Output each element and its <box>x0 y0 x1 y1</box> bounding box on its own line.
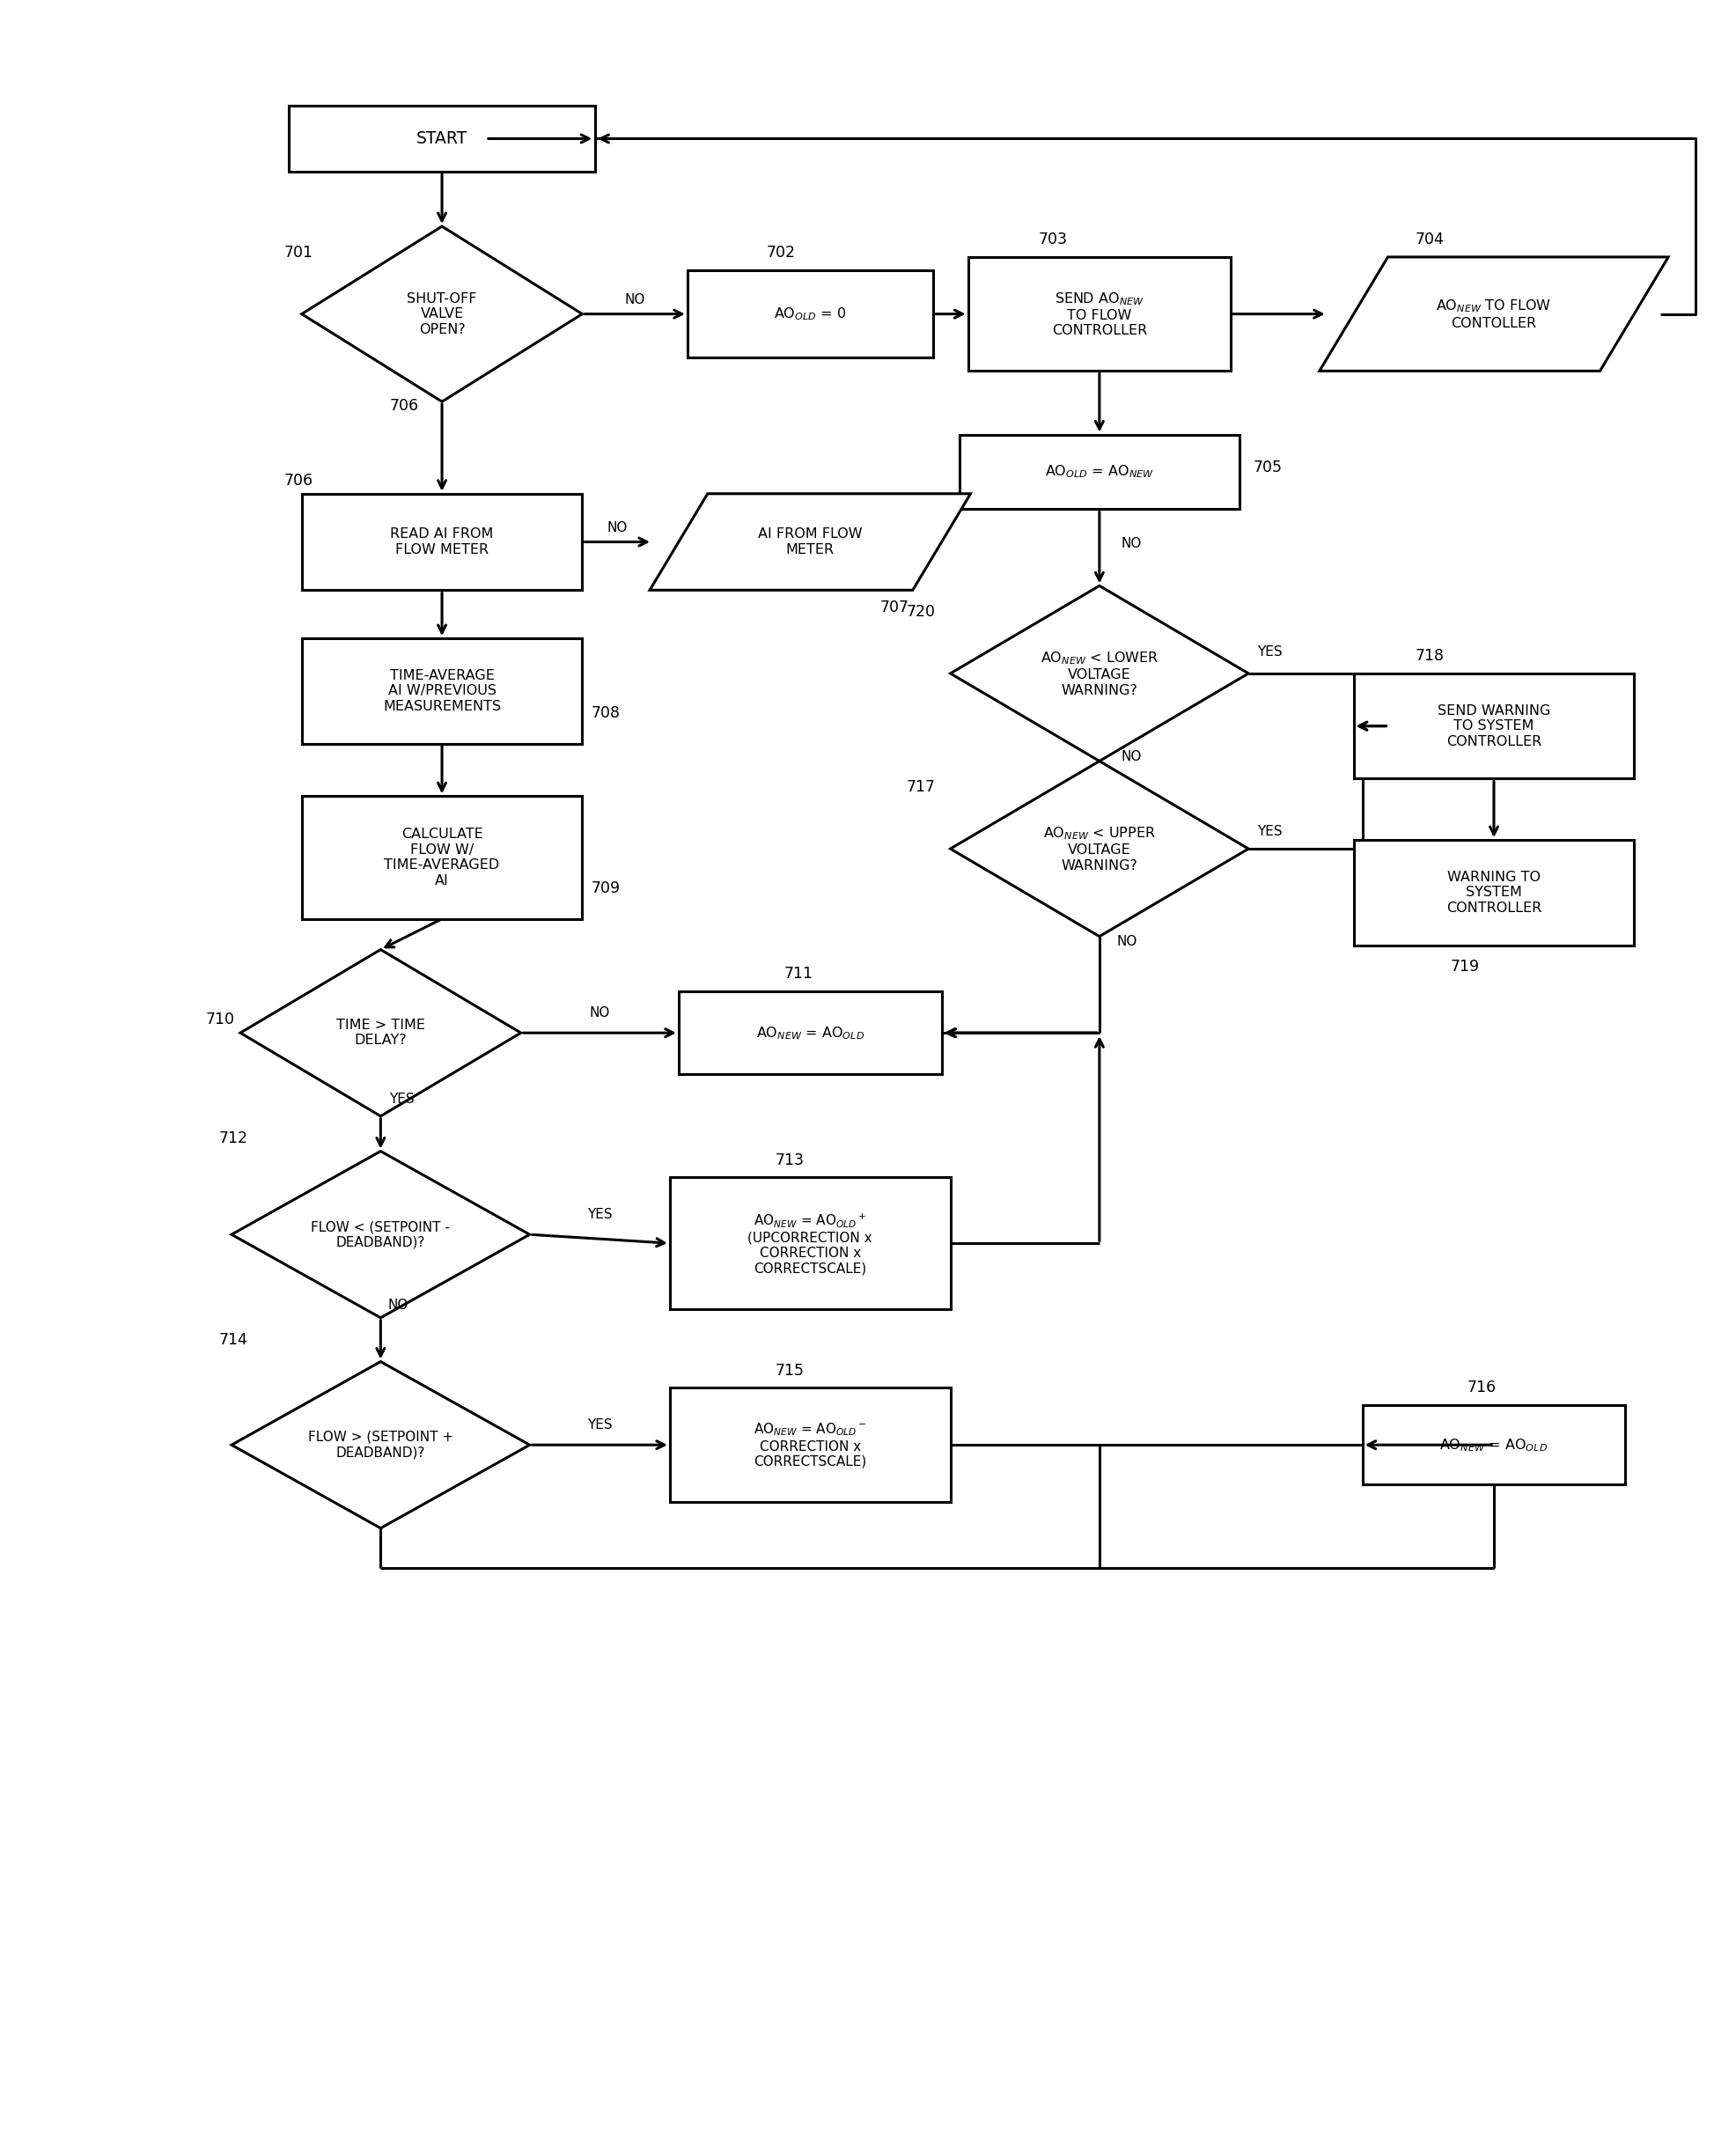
Text: TIME-AVERAGE
AI W/PREVIOUS
MEASUREMENTS: TIME-AVERAGE AI W/PREVIOUS MEASUREMENTS <box>384 668 502 713</box>
Text: AI FROM FLOW
METER: AI FROM FLOW METER <box>759 527 863 557</box>
Text: AO$_{OLD}$ = 0: AO$_{OLD}$ = 0 <box>774 306 847 321</box>
Text: 719: 719 <box>1450 960 1479 975</box>
Text: 708: 708 <box>590 705 620 722</box>
Text: 706: 706 <box>389 398 418 413</box>
Text: YES: YES <box>587 1208 613 1221</box>
FancyBboxPatch shape <box>670 1388 950 1502</box>
Text: NO: NO <box>608 521 628 533</box>
Text: 704: 704 <box>1415 231 1444 246</box>
Text: YES: YES <box>1257 645 1283 658</box>
Text: AO$_{NEW}$ TO FLOW
CONTOLLER: AO$_{NEW}$ TO FLOW CONTOLLER <box>1436 298 1552 330</box>
FancyBboxPatch shape <box>679 992 941 1075</box>
Text: 703: 703 <box>1038 231 1068 246</box>
Text: 714: 714 <box>219 1332 247 1347</box>
Text: YES: YES <box>587 1418 613 1431</box>
Text: 717: 717 <box>906 780 936 795</box>
Polygon shape <box>649 493 970 591</box>
Text: AO$_{NEW}$ = AO$_{OLD}$$^-$
CORRECTION x
CORRECTSCALE): AO$_{NEW}$ = AO$_{OLD}$$^-$ CORRECTION x… <box>753 1422 866 1469</box>
Polygon shape <box>231 1362 529 1527</box>
Polygon shape <box>302 227 582 403</box>
Text: READ AI FROM
FLOW METER: READ AI FROM FLOW METER <box>391 527 493 557</box>
Text: AO$_{NEW}$ = AO$_{OLD}$: AO$_{NEW}$ = AO$_{OLD}$ <box>755 1024 865 1041</box>
FancyBboxPatch shape <box>302 493 582 591</box>
Text: TIME > TIME
DELAY?: TIME > TIME DELAY? <box>337 1020 425 1047</box>
FancyBboxPatch shape <box>302 797 582 919</box>
Polygon shape <box>950 585 1248 760</box>
Text: 702: 702 <box>766 244 795 261</box>
Text: 713: 713 <box>774 1152 804 1167</box>
Text: START: START <box>417 131 467 148</box>
Text: AO$_{NEW}$ = AO$_{OLD}$: AO$_{NEW}$ = AO$_{OLD}$ <box>1439 1437 1549 1452</box>
Text: AO$_{NEW}$ < UPPER
VOLTAGE
WARNING?: AO$_{NEW}$ < UPPER VOLTAGE WARNING? <box>1043 825 1156 872</box>
Text: NO: NO <box>1116 934 1137 949</box>
Polygon shape <box>231 1150 529 1317</box>
Polygon shape <box>1319 257 1668 371</box>
Text: CALCULATE
FLOW W/
TIME-AVERAGED
AI: CALCULATE FLOW W/ TIME-AVERAGED AI <box>384 829 500 887</box>
Text: AO$_{OLD}$ = AO$_{NEW}$: AO$_{OLD}$ = AO$_{NEW}$ <box>1045 463 1154 480</box>
FancyBboxPatch shape <box>960 435 1240 510</box>
Text: YES: YES <box>1257 825 1283 838</box>
Text: 716: 716 <box>1467 1379 1496 1397</box>
FancyBboxPatch shape <box>1354 673 1634 780</box>
Text: 718: 718 <box>1415 647 1444 664</box>
Text: 705: 705 <box>1253 461 1281 476</box>
Text: SEND AO$_{NEW}$
TO FLOW
CONTROLLER: SEND AO$_{NEW}$ TO FLOW CONTROLLER <box>1052 291 1147 338</box>
Text: 709: 709 <box>590 880 620 895</box>
Text: WARNING TO
SYSTEM
CONTROLLER: WARNING TO SYSTEM CONTROLLER <box>1446 870 1542 915</box>
Text: SEND WARNING
TO SYSTEM
CONTROLLER: SEND WARNING TO SYSTEM CONTROLLER <box>1437 705 1550 748</box>
Text: AO$_{NEW}$ = AO$_{OLD}$$^+$
(UPCORRECTION x
CORRECTION x
CORRECTSCALE): AO$_{NEW}$ = AO$_{OLD}$$^+$ (UPCORRECTIO… <box>748 1212 873 1274</box>
Text: 707: 707 <box>880 600 910 615</box>
Text: YES: YES <box>389 1092 415 1105</box>
Text: FLOW < (SETPOINT -
DEADBAND)?: FLOW < (SETPOINT - DEADBAND)? <box>311 1221 450 1249</box>
FancyBboxPatch shape <box>1354 840 1634 945</box>
Text: FLOW > (SETPOINT +
DEADBAND)?: FLOW > (SETPOINT + DEADBAND)? <box>307 1431 453 1459</box>
FancyBboxPatch shape <box>687 270 932 358</box>
Text: 711: 711 <box>785 966 812 981</box>
FancyBboxPatch shape <box>288 105 595 171</box>
Text: NO: NO <box>387 1298 408 1311</box>
FancyBboxPatch shape <box>302 638 582 743</box>
Text: NO: NO <box>1121 538 1142 550</box>
Text: NO: NO <box>625 293 646 306</box>
Text: 720: 720 <box>906 604 936 619</box>
Text: AO$_{NEW}$ < LOWER
VOLTAGE
WARNING?: AO$_{NEW}$ < LOWER VOLTAGE WARNING? <box>1040 649 1158 696</box>
Text: SHUT-OFF
VALVE
OPEN?: SHUT-OFF VALVE OPEN? <box>406 291 477 336</box>
Text: NO: NO <box>590 1007 609 1020</box>
FancyBboxPatch shape <box>1363 1405 1625 1484</box>
FancyBboxPatch shape <box>969 257 1231 371</box>
Text: 701: 701 <box>285 244 312 261</box>
Text: NO: NO <box>1121 750 1142 765</box>
FancyBboxPatch shape <box>670 1178 950 1309</box>
Text: 710: 710 <box>205 1011 234 1028</box>
Text: 712: 712 <box>219 1131 248 1146</box>
Polygon shape <box>240 949 521 1116</box>
Text: 715: 715 <box>774 1362 804 1377</box>
Text: 706: 706 <box>285 473 312 488</box>
Polygon shape <box>950 760 1248 936</box>
